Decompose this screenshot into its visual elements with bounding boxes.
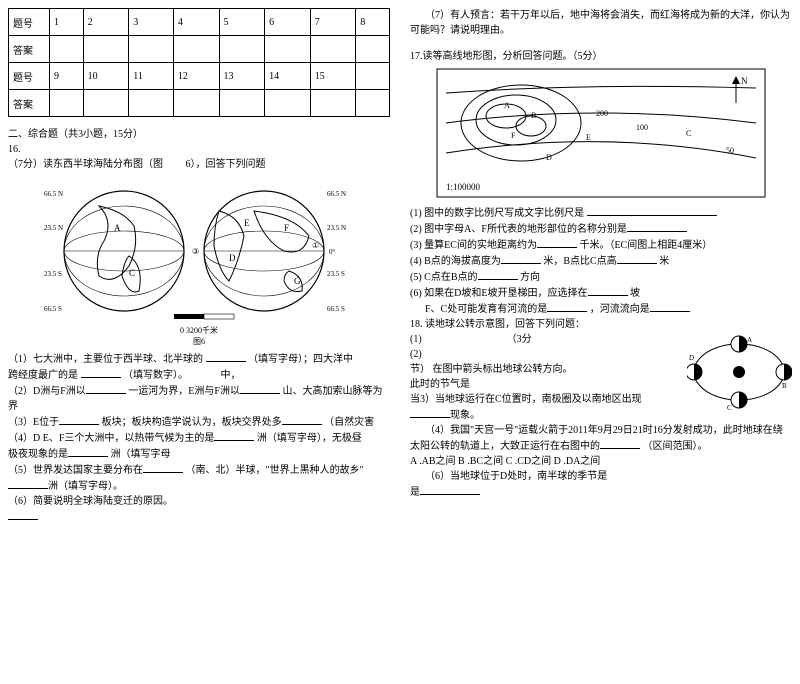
q2: （2）D洲与F洲以 一运河为界，E洲与F洲以 山、大高加索山脉等为界 <box>8 383 390 414</box>
svg-text:23.5 S: 23.5 S <box>44 270 62 278</box>
svg-text:66.5 N: 66.5 N <box>327 190 346 198</box>
q17-6: (6) 如果在D坡和E坡开垦梯田，应选择在 坡 <box>410 285 792 301</box>
row4-label: 答案 <box>9 90 50 117</box>
contour-svg: A B C D E F 200 100 50 N 1:100000 <box>436 68 766 198</box>
svg-text:66.5 S: 66.5 S <box>327 305 345 313</box>
q1b: 跨经度最广的是 （填写数字）。 中， <box>8 367 390 383</box>
svg-text:A: A <box>114 223 121 233</box>
q6-blank <box>8 509 390 525</box>
svg-text:23.5 S: 23.5 S <box>327 270 345 278</box>
q16-number: 16. <box>8 142 390 157</box>
svg-text:200: 200 <box>596 109 608 118</box>
svg-text:C: C <box>129 268 135 278</box>
q17-2: (2) 图中字母A、F所代表的地形部位的名称分别是 <box>410 221 792 237</box>
fig6-scale: 0 3200千米 <box>180 326 218 335</box>
right-column: （7）有人预言：若干万年以后，地中海将会消失，而红海将成为新的大洋，你认为 可能… <box>410 8 792 525</box>
q18-6b: 是 <box>410 484 792 500</box>
svg-text:66.5 N: 66.5 N <box>44 190 63 198</box>
q4b: 极夜现象的是 洲（填写字母 <box>8 446 390 462</box>
figure-revolution: A B C D <box>687 332 792 415</box>
q6: （6）简要说明全球海陆变迁的原因。 <box>8 494 390 509</box>
q17-title: 17.读等高线地形图，分析回答问题。（5分） <box>410 49 792 64</box>
svg-text:50: 50 <box>726 146 734 155</box>
cell: 4 <box>173 9 219 36</box>
cell: 2 <box>83 9 129 36</box>
cell: 13 <box>219 63 265 90</box>
q17-5: (5) C点在B点的 方向 <box>410 269 792 285</box>
svg-text:66.5 S: 66.5 S <box>44 305 62 313</box>
cell: 11 <box>129 63 174 90</box>
svg-text:1:100000: 1:100000 <box>446 182 481 192</box>
figure6-hemispheres: A C D E F G ① ③ 66.5 N 23.5 N 23.5 S <box>8 176 390 347</box>
svg-text:C: C <box>686 129 691 138</box>
q5b: 洲（填写字母）。 <box>8 478 390 494</box>
cell: 15 <box>310 63 356 90</box>
svg-text:E: E <box>244 218 250 228</box>
revolution-svg: A B C D <box>687 332 792 412</box>
svg-text:G: G <box>294 276 301 286</box>
row3-label: 题号 <box>9 63 50 90</box>
left-column: 题号 1 2 3 4 5 6 7 8 答案 题号 9 10 11 12 <box>8 8 390 525</box>
q17-4: (4) B点的海拔高度为 米，B点比C点高 米 <box>410 253 792 269</box>
fig6-caption: 图6 <box>193 337 205 346</box>
cell: 3 <box>129 9 174 36</box>
svg-text:D: D <box>689 354 694 362</box>
q18-title: 18. 读地球公转示意图，回答下列问题： <box>410 317 792 332</box>
svg-text:A: A <box>504 101 510 110</box>
q17-6b: F、C处可能发育有河流的是 ，河流流向是 <box>410 301 792 317</box>
svg-text:D: D <box>229 253 236 263</box>
answer-table: 题号 1 2 3 4 5 6 7 8 答案 题号 9 10 11 12 <box>8 8 390 117</box>
cell: 8 <box>356 9 390 36</box>
cell: 1 <box>50 9 84 36</box>
q17-3: (3) 量算EC间的实地距离约为 千米。（EC间图上相距4厘米） <box>410 237 792 253</box>
svg-text:N: N <box>741 76 748 86</box>
q16-line1: （7分）读东西半球海陆分布图（图 6），回答下列问题 <box>8 157 390 172</box>
cell <box>356 63 390 90</box>
hemispheres-svg: A C D E F G ① ③ 66.5 N 23.5 N 23.5 S <box>44 176 354 326</box>
cell: 12 <box>173 63 219 90</box>
cell: 7 <box>310 9 356 36</box>
q1: （1）七大洲中，主要位于西半球、北半球的 （填写字母）；四大洋中 <box>8 351 390 367</box>
cell: 9 <box>50 63 84 90</box>
svg-text:E: E <box>586 133 591 142</box>
cell: 6 <box>265 9 311 36</box>
q3: （3）E位于 板块；板块构造学说认为，板块交界处多 （自然灾害 <box>8 414 390 430</box>
svg-text:F: F <box>511 131 516 140</box>
svg-text:0°: 0° <box>329 248 336 256</box>
svg-text:100: 100 <box>636 123 648 132</box>
q7: （7）有人预言：若干万年以后，地中海将会消失，而红海将成为新的大洋，你认为 可能… <box>410 8 792 38</box>
q18-opts: A .AB之间 B .BC之间 C .CD之间 D .DA之间 <box>410 454 792 469</box>
svg-text:B: B <box>531 111 536 120</box>
svg-text:23.5 N: 23.5 N <box>44 224 63 232</box>
row2-label: 答案 <box>9 36 50 63</box>
q18-6: （6）当地球位于D处时，南半球的季节是 <box>410 469 792 484</box>
svg-text:23.5 N: 23.5 N <box>327 224 346 232</box>
cell: 10 <box>83 63 129 90</box>
row1-label: 题号 <box>9 9 50 36</box>
svg-text:A: A <box>747 336 752 344</box>
section2-title: 二、综合题（共3小题，15分） <box>8 125 390 140</box>
svg-text:D: D <box>546 153 552 162</box>
cell: 5 <box>219 9 265 36</box>
q5: （5）世界发达国家主要分布在 （南、北）半球，"世界上黑种人的故乡" <box>8 462 390 478</box>
svg-text:B: B <box>782 382 787 390</box>
svg-text:C: C <box>727 404 732 412</box>
q17-1: (1) 图中的数字比例尺写成文字比例尺是 <box>410 205 792 221</box>
figure-contour: A B C D E F 200 100 50 N 1:100000 <box>410 68 792 201</box>
q18-4: （4）我国"天宫一号"运载火箭于2011年9月29日21时16分发射成功，此时地… <box>410 423 792 454</box>
svg-text:①: ① <box>312 241 319 250</box>
svg-text:F: F <box>284 223 289 233</box>
q4: （4）D E、F三个大洲中，以热带气候为主的是 洲（填写字母），无极昼 <box>8 430 390 446</box>
svg-text:③: ③ <box>192 247 199 256</box>
cell: 14 <box>265 63 311 90</box>
